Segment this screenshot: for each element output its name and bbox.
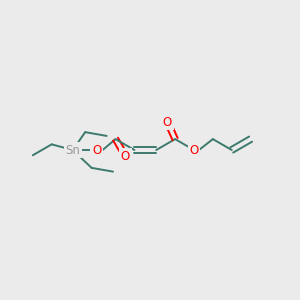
Text: O: O bbox=[121, 150, 130, 163]
Text: Sn: Sn bbox=[65, 143, 80, 157]
Text: O: O bbox=[189, 143, 199, 157]
Text: O: O bbox=[163, 116, 172, 129]
Text: O: O bbox=[92, 143, 101, 157]
